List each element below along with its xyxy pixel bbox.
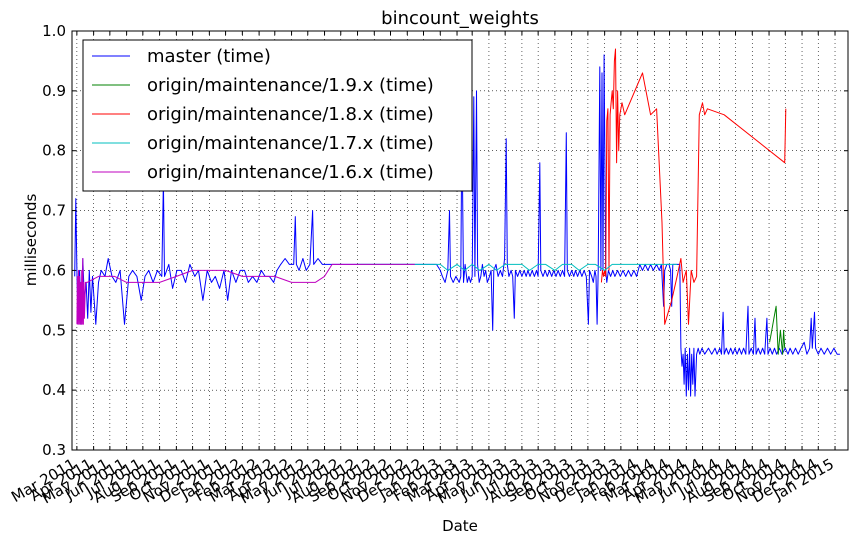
series-line-1 xyxy=(769,305,786,355)
y-tick-label: 0.8 xyxy=(42,142,66,160)
series-line-0 xyxy=(74,54,840,397)
legend-label: origin/maintenance/1.6.x (time) xyxy=(147,162,434,183)
series-line-2 xyxy=(600,48,787,325)
legend-label: origin/maintenance/1.8.x (time) xyxy=(147,104,434,125)
legend-label: origin/maintenance/1.7.x (time) xyxy=(147,133,434,154)
x-axis-title: Date xyxy=(442,517,478,535)
chart-title: bincount_weights xyxy=(381,8,539,29)
legend-label: origin/maintenance/1.9.x (time) xyxy=(147,75,434,96)
y-axis-title: milliseconds xyxy=(22,194,40,287)
legend-box xyxy=(82,39,473,192)
plot-frame xyxy=(71,30,849,451)
y-tick-label: 0.4 xyxy=(42,381,66,399)
y-tick-label: 0.9 xyxy=(42,82,66,100)
y-tick-label: 0.5 xyxy=(42,321,66,339)
series-line-3 xyxy=(357,263,678,271)
y-tick-label: 0.6 xyxy=(42,261,66,279)
y-tick-label: 1.0 xyxy=(42,22,66,40)
legend: master (time) origin/maintenance/1.9.x (t… xyxy=(82,39,473,192)
legend-entries: master (time) origin/maintenance/1.9.x (t… xyxy=(92,46,434,183)
y-tick-label: 0.7 xyxy=(42,202,66,220)
legend-label: master (time) xyxy=(147,46,271,67)
y-tick-label: 0.3 xyxy=(42,441,66,459)
series-lines xyxy=(74,48,840,397)
series-line-4 xyxy=(76,258,415,325)
